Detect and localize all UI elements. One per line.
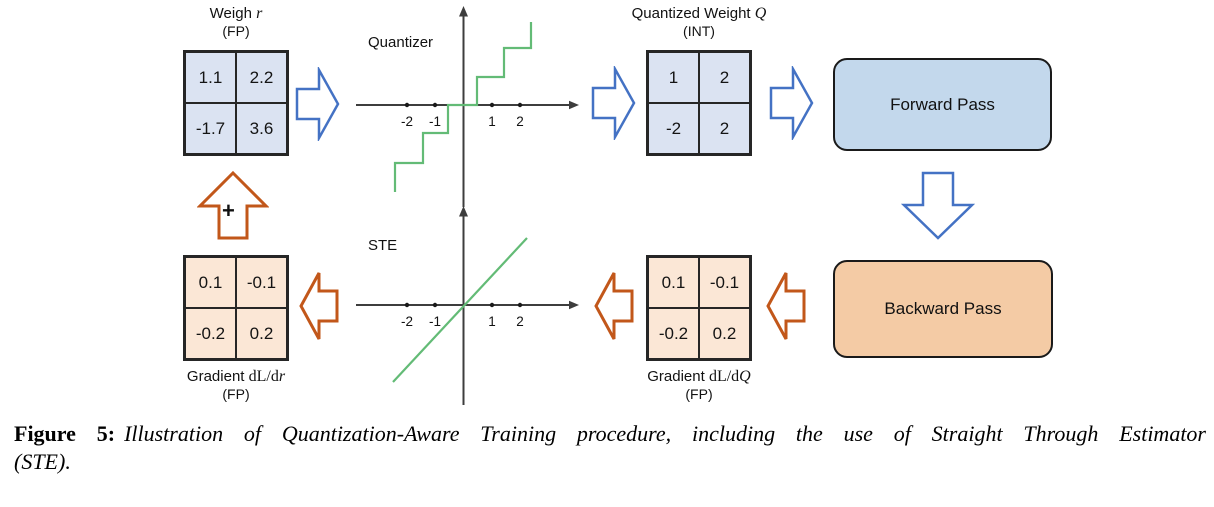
grad-q-title-math: dL/d (708, 368, 740, 385)
quantizer-plot-title: Quantizer (368, 34, 434, 51)
x-axis-arrowhead-icon (569, 100, 579, 110)
grad-r-matrix-grid: 0.1 -0.1 -0.2 0.2 (183, 255, 289, 361)
grad-q-matrix-grid: 0.1 -0.1 -0.2 0.2 (646, 255, 752, 361)
caption-line-2: (STE). (14, 449, 71, 474)
weight-matrix-subtitle: (FP) (222, 23, 250, 39)
grad-r-matrix-subtitle: (FP) (222, 386, 250, 402)
quantized-matrix-label: Quantized Weight Q (INT) (614, 4, 784, 40)
tick-dot (517, 302, 523, 308)
plus-sign: + (222, 198, 235, 223)
grad-r-matrix-label: Gradient dL/dr (FP) (151, 367, 321, 403)
quantized-title-var: Q (754, 5, 767, 22)
figure-caption: Figure 5: Illustration of Quantization-Aw… (14, 420, 1206, 476)
arrow-down-icon (901, 171, 975, 240)
arrow-right-icon (769, 66, 814, 140)
matrix-cell: -0.2 (185, 308, 236, 359)
tick-label: 1 (488, 314, 496, 329)
ste-identity-line-curve (392, 237, 528, 383)
grad-q-matrix-title: Gradient dL/dQ (614, 367, 784, 386)
matrix-cell: 1 (648, 52, 699, 103)
matrix-cell: -2 (648, 103, 699, 154)
matrix-cell: 0.2 (699, 308, 750, 359)
arrow-up-icon (197, 171, 269, 240)
quantizer-staircase-curve (393, 22, 533, 192)
matrix-cell: 0.1 (648, 257, 699, 308)
grad-q-title-var: Q (739, 368, 751, 385)
weight-matrix-block: Weigh r (FP) 1.1 2.2 -1.7 3.6 (151, 4, 321, 156)
grad-r-matrix-title: Gradient dL/dr (151, 367, 321, 386)
matrix-cell: 1.1 (185, 52, 236, 103)
grad-q-matrix-block: 0.1 -0.1 -0.2 0.2 Gradient dL/dQ (FP) (614, 255, 784, 403)
tick-dot (489, 102, 495, 108)
caption-line-1: Figure 5: Illustration of Quantization-Aw… (14, 420, 1206, 448)
grad-q-matrix-label: Gradient dL/dQ (FP) (614, 367, 784, 403)
matrix-cell: 2 (699, 52, 750, 103)
tick-label: 2 (516, 114, 524, 129)
quantized-title-text: Quantized Weight (631, 5, 755, 22)
grad-r-title-text: Gradient (186, 368, 249, 385)
arrow-left-icon (299, 272, 339, 340)
quantized-matrix-grid: 1 2 -2 2 (646, 50, 752, 156)
grad-q-matrix-subtitle: (FP) (685, 386, 713, 402)
grad-q-title-text: Gradient (647, 368, 709, 385)
matrix-cell: 0.2 (236, 308, 287, 359)
caption-figure-label: Figure 5: (14, 421, 116, 446)
arrow-right-icon (591, 66, 636, 140)
matrix-cell: 2 (699, 103, 750, 154)
forward-pass-box: Forward Pass (833, 58, 1052, 151)
matrix-cell: -1.7 (185, 103, 236, 154)
weight-matrix-grid: 1.1 2.2 -1.7 3.6 (183, 50, 289, 156)
tick-label: -1 (429, 114, 441, 129)
matrix-cell: -0.2 (648, 308, 699, 359)
tick-dot (404, 102, 410, 108)
grad-r-matrix-block: 0.1 -0.1 -0.2 0.2 Gradient dL/dr (FP) (151, 255, 321, 403)
tick-dot (517, 102, 523, 108)
x-axis-arrowhead-icon (569, 300, 579, 310)
matrix-cell: 2.2 (236, 52, 287, 103)
quantized-matrix-subtitle: (INT) (683, 23, 715, 39)
matrix-cell: -0.1 (699, 257, 750, 308)
tick-dot (432, 102, 438, 108)
matrix-cell: -0.1 (236, 257, 287, 308)
tick-dot (489, 302, 495, 308)
quantized-matrix-title: Quantized Weight Q (614, 4, 784, 23)
ste-plot-title: STE (368, 237, 398, 254)
tick-label: -1 (429, 314, 441, 329)
y-axis-arrowhead-icon (459, 6, 468, 17)
arrow-left-icon (766, 272, 806, 340)
matrix-cell: 3.6 (236, 103, 287, 154)
y-axis-arrowhead-icon (459, 206, 468, 217)
weight-title-text: Weigh (209, 5, 257, 22)
caption-text: Illustration of Quantization-Aware Train… (124, 421, 1206, 446)
tick-dot (404, 302, 410, 308)
quantized-matrix-block: Quantized Weight Q (INT) 1 2 -2 2 (614, 4, 784, 156)
weight-matrix-title: Weigh r (151, 4, 321, 23)
ste-plot: -2 -1 1 2 (356, 206, 579, 405)
matrix-cell: 0.1 (185, 257, 236, 308)
weight-title-var: r (256, 5, 263, 22)
weight-matrix-label: Weigh r (FP) (151, 4, 321, 40)
tick-label: -2 (401, 114, 413, 129)
backward-pass-box: Backward Pass (833, 260, 1053, 358)
arrow-left-icon (594, 272, 634, 340)
tick-label: 1 (488, 114, 496, 129)
tick-label: 2 (516, 314, 524, 329)
tick-dot (432, 302, 438, 308)
tick-label: -2 (401, 314, 413, 329)
quantizer-plot: -2 -1 1 2 (356, 6, 579, 207)
grad-r-title-math: dL/d (248, 368, 279, 385)
grad-r-title-var: r (278, 368, 286, 385)
arrow-right-icon (295, 67, 340, 141)
